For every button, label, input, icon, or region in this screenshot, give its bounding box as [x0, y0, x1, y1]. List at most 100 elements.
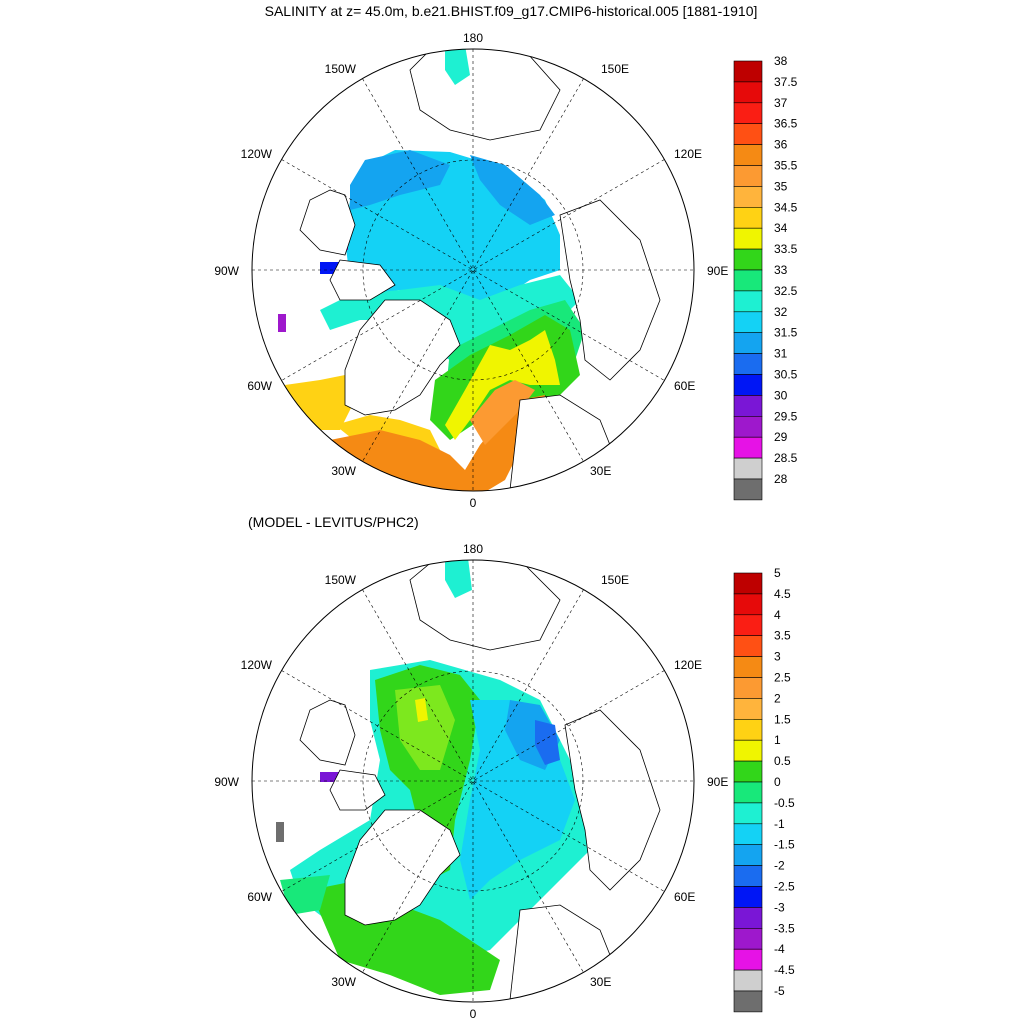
- colorbar-swatch: [733, 698, 763, 720]
- colorbar-tick-label: 37: [774, 96, 788, 110]
- salinity-map-panel: 180 150E 120E 90E 60E 30E 0 30W 60W 90W 120W 150W 3…: [214, 31, 797, 510]
- colorbar-tick-label: -4.5: [774, 963, 795, 977]
- longitude-label-30e: 30E: [590, 975, 611, 989]
- longitude-label-150e: 150E: [601, 573, 629, 587]
- longitude-label-150e: 150E: [601, 62, 629, 76]
- colorbar-swatch: [733, 802, 763, 825]
- difference-region-1-5: [415, 698, 428, 722]
- colorbar-tick-label: 34.5: [774, 200, 798, 214]
- colorbar-swatch: [733, 478, 763, 501]
- longitude-label-60e: 60E: [674, 379, 695, 393]
- colorbar-swatch: [733, 990, 763, 1013]
- longitude-labels-2: 180 150E 120E 90E 60E 30E 0 30W 60W 90W 120W 150W: [214, 542, 728, 1021]
- colorbar-tick-label: 1.5: [774, 712, 791, 726]
- colorbar-tick-label: 29.5: [774, 409, 798, 423]
- colorbar-swatch: [733, 886, 763, 908]
- colorbar-tick-label: 33: [774, 263, 788, 277]
- colorbar-tick-label: 35.5: [774, 159, 798, 173]
- baffin-island-land-2: [329, 769, 386, 811]
- longitude-label-90w: 90W: [214, 775, 239, 789]
- colorbar-swatch: [733, 677, 763, 699]
- difference-field: [252, 560, 694, 1002]
- colorbar-swatch: [733, 781, 763, 804]
- colorbar-swatch: [733, 457, 763, 480]
- salinity-field: [252, 49, 694, 491]
- colorbar-tick-label: 33.5: [774, 242, 798, 256]
- colorbar-swatch: [733, 207, 763, 229]
- salinity-colorbar: 38 37.5 37 36.5 36 35.5 35 34.5 34 33.5 33 32.5 32 31…: [733, 54, 798, 501]
- colorbar-tick-label: 28.5: [774, 451, 798, 465]
- greenland-landmass-2: [344, 809, 461, 926]
- salinity-region-34: [445, 330, 560, 440]
- colorbar-tick-label: 0.5: [774, 754, 791, 768]
- bering-strait-water: [445, 49, 470, 85]
- colorbar-tick-label: -1: [774, 817, 785, 831]
- colorbar-swatch: [733, 718, 763, 741]
- longitude-label-60w: 60W: [247, 890, 272, 904]
- salinity-low-pocket-3: [278, 314, 286, 332]
- difference-region-1: [395, 685, 455, 770]
- longitude-label-120e: 120E: [674, 658, 702, 672]
- longitude-label-0: 0: [470, 496, 477, 510]
- longitude-label-60e: 60E: [674, 890, 695, 904]
- colorbar-swatch: [733, 186, 763, 208]
- graticule-2: [252, 560, 694, 1002]
- colorbar-swatch: [733, 739, 763, 762]
- colorbar-tick-label: 28: [774, 472, 788, 486]
- colorbar-tick-label: 30: [774, 388, 788, 402]
- colorbar-swatch: [733, 760, 763, 783]
- colorbar-tick-label: 38: [774, 54, 788, 68]
- salinity-region-31-5: [350, 150, 450, 210]
- longitude-label-60w: 60W: [247, 379, 272, 393]
- difference-pocket-3: [276, 822, 284, 842]
- colorbar-swatch: [733, 907, 763, 929]
- colorbar-tick-label: 32.5: [774, 284, 798, 298]
- colorbar-tick-label: 29: [774, 430, 788, 444]
- map-border: [251, 48, 695, 492]
- colorbar-swatch: [733, 144, 763, 166]
- difference-region-0-west: [280, 875, 330, 915]
- longitude-label-120w: 120W: [241, 147, 273, 161]
- colorbar-tick-label: 1: [774, 733, 781, 747]
- colorbar-swatch: [733, 948, 763, 971]
- colorbar-swatch: [733, 269, 763, 292]
- colorbar-tick-label: 36.5: [774, 117, 798, 131]
- colorbar-tick-label: 31.5: [774, 326, 798, 340]
- colorbar-swatch: [733, 227, 763, 250]
- colorbar-swatch: [733, 823, 763, 845]
- colorbar-swatch: [733, 353, 763, 375]
- difference-colorbar: 5 4.5 4 3.5 3 2.5 2 1.5 1 0.5 0 -0.5 -1 -1.5 -2 -2.5 -3 -…: [733, 566, 795, 1013]
- bering-strait-water-2: [445, 560, 472, 598]
- difference-map-panel: 180 150E 120E 90E 60E 30E 0 30W 60W 90W 120W 150W 5…: [214, 542, 795, 1021]
- colorbar-tick-label: 2.5: [774, 671, 791, 685]
- colorbar-tick-label: -1.5: [774, 838, 795, 852]
- colorbar-tick-label: 36: [774, 138, 788, 152]
- colorbar-tick-label: 3: [774, 650, 781, 664]
- colorbar-tick-label: -2: [774, 859, 785, 873]
- graticule: [252, 49, 694, 491]
- colorbar-swatch: [733, 123, 763, 145]
- figure-title: SALINITY at z= 45.0m, b.e21.BHIST.f09_g1…: [265, 3, 758, 19]
- colorbar-tick-label: -3.5: [774, 921, 795, 935]
- difference-pocket-2: [320, 772, 340, 782]
- colorbar-swatch: [733, 969, 763, 992]
- longitude-label-90e: 90E: [707, 775, 728, 789]
- colorbar-swatch: [733, 572, 763, 595]
- colorbar-swatch: [733, 593, 763, 616]
- colorbar-swatch: [733, 81, 763, 104]
- salinity-region-32-5: [320, 275, 580, 360]
- colorbar-swatch: [733, 436, 763, 459]
- colorbar-swatch: [733, 614, 763, 636]
- colorbar-tick-label: -5: [774, 984, 785, 998]
- greenland-landmass: [344, 299, 461, 416]
- salinity-region-35-5: [470, 380, 535, 445]
- colorbar-tick-label: 30.5: [774, 368, 798, 382]
- longitude-label-120w: 120W: [241, 658, 273, 672]
- colorbar-tick-label: 4.5: [774, 587, 791, 601]
- colorbar-swatch: [733, 102, 763, 125]
- colorbar-tick-label: -0.5: [774, 796, 795, 810]
- colorbar-tick-label: 31: [774, 347, 788, 361]
- colorbar-swatch: [733, 165, 763, 187]
- colorbar-tick-label: -3: [774, 900, 785, 914]
